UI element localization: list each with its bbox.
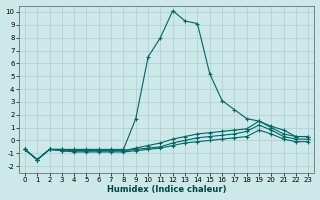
X-axis label: Humidex (Indice chaleur): Humidex (Indice chaleur) xyxy=(107,185,226,194)
